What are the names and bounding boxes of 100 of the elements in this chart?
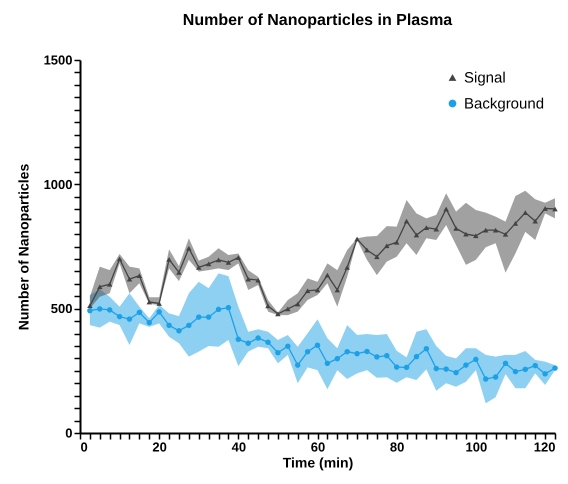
point (294, 362, 300, 368)
point (482, 228, 488, 232)
point (87, 308, 93, 314)
point (424, 225, 430, 230)
point (414, 354, 420, 360)
point (236, 336, 242, 342)
point (216, 258, 222, 262)
chart-title: Number of Nanoparticles in Plasma (182, 12, 452, 29)
point (463, 232, 469, 236)
point (285, 306, 291, 312)
point (532, 362, 538, 368)
point (414, 232, 420, 238)
y-tick-label: 0 (65, 426, 72, 440)
x-tick-label: 20 (152, 440, 167, 454)
point (314, 342, 320, 348)
x-axis-title: Time (min) (282, 454, 354, 470)
point (354, 236, 360, 242)
point (434, 226, 439, 232)
point (87, 303, 93, 308)
legend-label: Signal (464, 70, 506, 86)
point (394, 240, 400, 245)
point (146, 320, 152, 326)
point (334, 356, 340, 362)
point (404, 364, 410, 370)
point (275, 350, 281, 356)
point (186, 322, 192, 328)
point (176, 328, 182, 334)
point (156, 301, 162, 306)
point (285, 343, 291, 349)
point (364, 348, 370, 354)
point (226, 260, 232, 265)
x-tick-label: 100 (465, 440, 488, 454)
x-tick-label: 40 (232, 440, 246, 454)
point (275, 312, 281, 316)
point (146, 300, 152, 304)
point (314, 288, 320, 292)
point (384, 243, 390, 248)
point (443, 206, 449, 212)
point (512, 368, 518, 374)
point (473, 233, 479, 238)
point (492, 374, 498, 380)
point (216, 306, 222, 312)
point (106, 282, 112, 287)
point (126, 316, 132, 322)
y-tick-label: 500 (50, 301, 72, 316)
point (552, 206, 558, 212)
point (404, 218, 410, 224)
point (206, 314, 212, 320)
legend-label: Background (464, 96, 544, 112)
point (166, 322, 172, 328)
point (453, 226, 459, 231)
point (512, 221, 518, 226)
point (97, 284, 103, 290)
point (196, 265, 202, 270)
point (245, 276, 251, 282)
point (492, 228, 498, 232)
point (482, 376, 488, 382)
point (443, 366, 449, 372)
point (196, 314, 202, 320)
point (116, 256, 122, 262)
point (334, 288, 340, 292)
point (522, 366, 528, 372)
point (542, 371, 548, 377)
point (236, 255, 242, 260)
point (384, 352, 390, 358)
point (324, 360, 330, 366)
point (344, 265, 350, 270)
point (502, 232, 508, 237)
point (265, 340, 271, 345)
point (106, 307, 112, 313)
point (453, 370, 459, 376)
point (294, 302, 300, 306)
point (116, 314, 122, 320)
x-tick-label: 120 (534, 440, 556, 454)
point (304, 288, 310, 294)
x-tick-label: 80 (390, 440, 404, 454)
point (374, 254, 380, 260)
x-tick-label: 0 (80, 440, 88, 454)
point (176, 270, 182, 275)
point (424, 346, 430, 352)
point (374, 354, 380, 360)
point (344, 348, 350, 354)
point (136, 310, 142, 316)
point (255, 335, 261, 341)
point (532, 218, 538, 224)
y-axis-title: Number of Nanoparticles (16, 164, 32, 330)
point (364, 248, 370, 252)
y-tick-label: 1500 (44, 52, 72, 68)
point (245, 340, 251, 346)
point (542, 206, 548, 211)
point (255, 278, 261, 282)
point (473, 356, 479, 362)
point (156, 309, 162, 315)
point (324, 272, 330, 278)
point (126, 276, 132, 282)
x-tick-label: 60 (310, 440, 326, 454)
point (354, 350, 360, 356)
point (304, 348, 310, 354)
point (502, 360, 508, 366)
point (463, 362, 469, 368)
